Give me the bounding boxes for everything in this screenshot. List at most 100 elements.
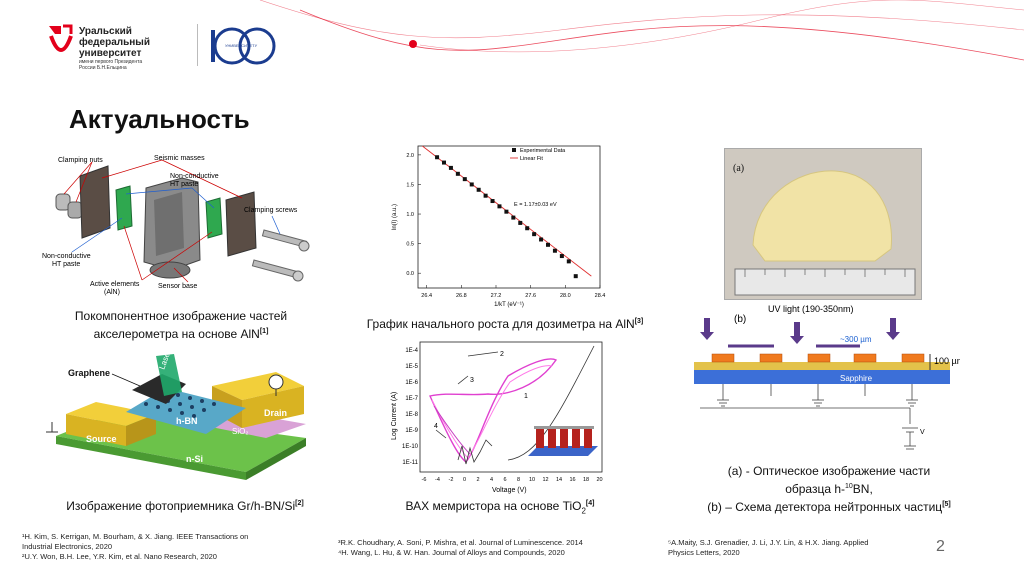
data-point — [435, 155, 440, 160]
hbn-wafer-shape — [752, 170, 893, 262]
data-point — [525, 226, 530, 231]
curve-label-4: 4 — [434, 423, 438, 430]
data-point — [455, 171, 460, 176]
memristor-iv-plot: 1E-4 1E-5 1E-6 1E-7 1E-8 1E-9 1E-10 1E-11 -6 -4 -… — [391, 341, 603, 494]
memristor-y-tick-label: 1E-6 — [405, 380, 418, 386]
ht-paste-right — [205, 197, 223, 239]
label-sensor-base: Sensor base — [158, 283, 197, 290]
height-label: 100 µm — [934, 356, 960, 366]
reference-line: Physics Letters, 2020 — [668, 548, 740, 557]
university-name-line: федеральный — [79, 37, 150, 48]
panel-b-label: (b) — [734, 314, 746, 325]
data-point — [546, 242, 550, 247]
reference-line: ⁵A.Maity, S.J. Grenadier, J. Li, J.Y. Li… — [668, 538, 869, 547]
photodetector-diagram: Graphene Laser h-BN Drain SiO₂ Source n-… — [46, 352, 306, 480]
memristor-xlabel: Voltage (V) — [492, 487, 527, 494]
label-seismic-masses: Seismic masses — [154, 155, 205, 162]
label-non-conductive-left: Non-conductive — [42, 253, 91, 260]
caption-line: образца h- — [785, 482, 845, 496]
data-point — [518, 220, 523, 225]
x-tick-label: 28.0 — [560, 293, 571, 299]
caption-ref: [5] — [942, 501, 951, 508]
memristor-y-tick-label: 1E-9 — [405, 428, 418, 434]
graph-caption: График начального роста для дозиметра на… — [350, 314, 660, 332]
label-clamping-nuts: Clamping nuts — [58, 157, 103, 164]
voltage-source-icon — [902, 427, 918, 450]
caption-line: (b) – Схема детектора нейтронных частиц — [707, 500, 943, 514]
x-tick-label: 28.4 — [595, 293, 606, 299]
data-point — [448, 165, 453, 170]
memristor-x-tick-label: 10 — [529, 477, 535, 483]
sapphire-label: Sapphire — [840, 374, 873, 383]
label-non-conductive-top: Non-conductive — [170, 173, 219, 180]
accent-dot — [409, 40, 417, 48]
data-point — [469, 182, 474, 187]
memristor-ylabel: Log Current (A) — [391, 392, 398, 440]
uv-arrow-icon — [700, 318, 900, 344]
seismic-mass-right — [225, 191, 257, 257]
memristor-x-tick-label: 16 — [569, 477, 575, 483]
caption-line: акселерометра на основе AlN — [93, 327, 260, 341]
detector-photo-drawing — [734, 170, 916, 296]
y-tick-label: 2.0 — [406, 153, 414, 159]
data-point — [573, 274, 578, 279]
page-number: 2 — [936, 538, 945, 555]
detector-schematic: (b) UV light (190-350nm) ~300 µm Sapphir… — [694, 304, 960, 450]
caption-sub: 2 — [581, 506, 586, 516]
label-clamping-screws: Clamping screws — [244, 207, 298, 214]
photodetector-caption: Изображение фотоприемника Gr/h-BN/Si[2] — [40, 496, 330, 514]
caption-ref: [2] — [295, 500, 304, 507]
data-point — [442, 160, 446, 165]
university-name-line: университет — [79, 48, 142, 59]
y-tick-label: 0.0 — [406, 271, 414, 277]
label-active-elements: Active elements — [90, 281, 140, 288]
memristor-x-tick-label: 2 — [476, 477, 479, 483]
memristor-x-tick-label: 20 — [596, 477, 602, 483]
caption-text: График начального роста для дозиметра на… — [366, 317, 635, 331]
curve-label-3: 3 — [470, 377, 474, 384]
label-hbn: h-BN — [176, 416, 198, 426]
caption-ref: [3] — [634, 318, 644, 325]
detector-caption: (a) - Оптическое изображение части образ… — [684, 464, 974, 515]
legend-label-line: Linear Fit — [520, 156, 543, 162]
urfu-emblem-icon — [49, 24, 73, 52]
label-ht-paste-left: HT paste — [52, 261, 80, 268]
reference-line: ¹H. Kim, S. Kerrigan, M. Bourham, & X. J… — [22, 532, 249, 541]
memristor-x-tick-label: -2 — [449, 477, 454, 483]
university-name-line: Уральский — [79, 26, 132, 37]
memristor-y-tick-label: 1E-5 — [405, 364, 418, 370]
data-point — [483, 193, 488, 198]
label-graphene: Graphene — [68, 368, 110, 378]
memristor-y-tick-label: 1E-4 — [405, 348, 418, 354]
references-col1: ¹H. Kim, S. Kerrigan, M. Bourham, & X. J… — [22, 532, 322, 562]
caption-ref: [1] — [259, 328, 269, 335]
memristor-x-tick-label: 12 — [542, 477, 548, 483]
chart-annotation: E = 1.17±0.03 eV — [514, 202, 557, 208]
references-col2: ³R.K. Choudhary, A. Soni, P. Mishra, et … — [338, 538, 658, 558]
x-tick-label: 27.6 — [525, 293, 536, 299]
university-sub-line: имени первого Президента — [79, 59, 143, 65]
source-electrode — [66, 402, 156, 426]
memristor-x-tick-label: 14 — [556, 477, 562, 483]
memristor-x-tick-label: 4 — [490, 477, 493, 483]
ht-paste-left — [115, 185, 133, 231]
y-tick-label: 1.0 — [406, 212, 414, 218]
university-sub-line: России Б.Н.Ельцина — [79, 65, 127, 71]
y-tick-label: 1.5 — [406, 182, 414, 188]
caption-line: Покомпонентное изображение частей — [74, 309, 288, 323]
width-label: ~300 µm — [840, 335, 872, 344]
chart-frame — [417, 145, 601, 289]
data-point — [566, 259, 571, 264]
chart-ylabel: ln(I) (a.u.) — [392, 204, 398, 230]
memristor-y-tick-label: 1E-7 — [405, 396, 418, 402]
data-point — [497, 204, 502, 209]
university-logo: Уральский федеральный университет имени … — [47, 24, 276, 71]
data-point — [552, 248, 557, 253]
curve-label-2: 2 — [500, 351, 504, 358]
label-source: Source — [86, 434, 117, 444]
memristor-x-tick-label: -6 — [422, 477, 427, 483]
memristor-y-tick-label: 1E-10 — [402, 444, 419, 450]
memristor-x-tick-label: 18 — [583, 477, 589, 483]
curve-label-1: 1 — [524, 393, 528, 400]
data-point — [504, 209, 509, 214]
